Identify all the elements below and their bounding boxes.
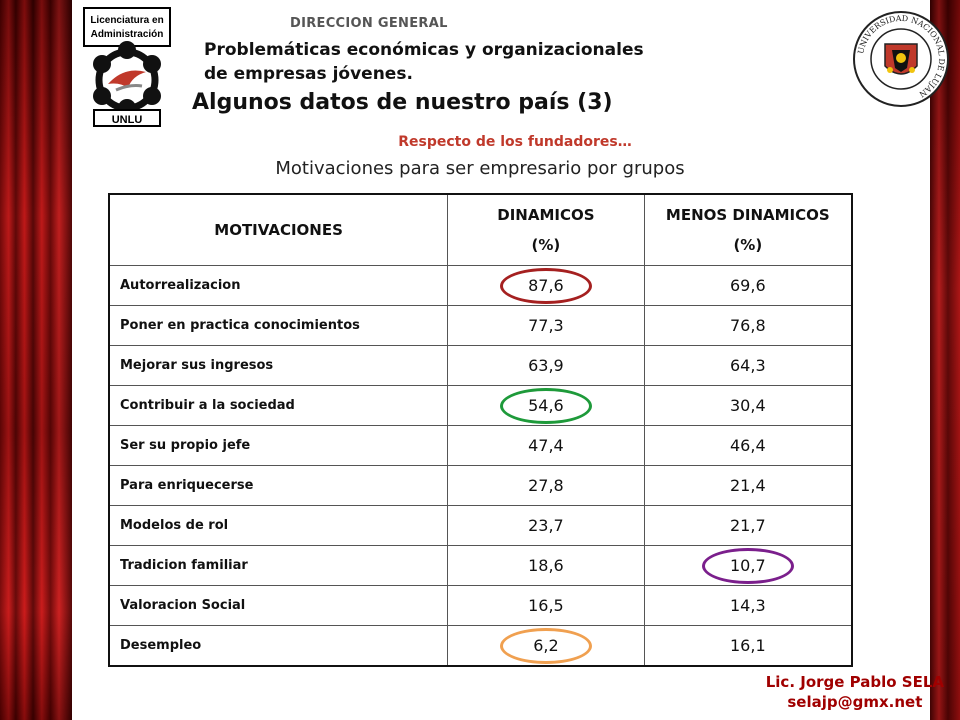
dinamicos-value: 18,6 — [528, 556, 564, 575]
section-title: Respecto de los fundadores… — [398, 134, 632, 150]
header-dinamicos-text: DINAMICOS (%) — [497, 206, 595, 254]
table-caption: Motivaciones para ser empresario por gru… — [275, 158, 685, 179]
motivation-label: Valoracion Social — [108, 585, 449, 626]
menos-dinamicos-value: 76,8 — [730, 316, 766, 335]
dinamicos-value-cell: 54,6 — [447, 385, 645, 426]
menos-dinamicos-value-cell: 16,1 — [643, 625, 853, 667]
logo-text-line1: Licenciatura en — [90, 15, 163, 26]
motivation-label: Contribuir a la sociedad — [108, 385, 449, 426]
department-label: DIRECCION GENERAL — [290, 16, 448, 31]
dinamicos-value: 77,3 — [528, 316, 564, 335]
motivation-label: Desempleo — [108, 625, 449, 667]
motivation-label: Modelos de rol — [108, 505, 449, 546]
dinamicos-value: 47,4 — [528, 436, 564, 455]
table-row: Poner en practica conocimientos 77,3 76,8 — [108, 305, 853, 346]
menos-dinamicos-value: 10,7 — [730, 556, 766, 575]
dinamicos-value: 87,6 — [528, 276, 564, 295]
table-row: Valoracion Social 16,5 14,3 — [108, 585, 853, 626]
table-row: Tradicion familiar 18,6 10,7 — [108, 545, 853, 586]
dinamicos-value: 27,8 — [528, 476, 564, 495]
motivation-label: Mejorar sus ingresos — [108, 345, 449, 386]
subtitle-line-2: de empresas jóvenes. — [204, 64, 413, 84]
menos-dinamicos-value: 64,3 — [730, 356, 766, 375]
menos-dinamicos-value-cell: 46,4 — [643, 425, 853, 466]
section-title-wrapper: Respecto de los fundadores… — [0, 134, 960, 150]
dinamicos-value-cell: 6,2 — [447, 625, 645, 667]
table-row: Autorrealizacion 87,6 69,6 — [108, 265, 853, 306]
motivations-table: MOTIVACIONES DINAMICOS (%) MENOS DINAMIC… — [108, 193, 853, 667]
logo-acronym: UNLU — [112, 114, 143, 126]
header-dinamicos: DINAMICOS (%) — [447, 193, 645, 266]
slide-title: Algunos datos de nuestro país (3) — [192, 90, 613, 115]
menos-dinamicos-value: 14,3 — [730, 596, 766, 615]
dinamicos-value-cell: 63,9 — [447, 345, 645, 386]
table-body: Autorrealizacion 87,6 69,6 Poner en practic… — [108, 265, 853, 667]
dinamicos-value-cell: 27,8 — [447, 465, 645, 506]
footer-credits: Lic. Jorge Pablo SELA selajp@gmx.net — [766, 672, 944, 712]
motivation-label: Ser su propio jefe — [108, 425, 449, 466]
right-curtain-decoration — [930, 0, 960, 720]
slide-subtitle: Problemáticas económicas y organizaciona… — [204, 38, 644, 86]
table-row: Mejorar sus ingresos 63,9 64,3 — [108, 345, 853, 386]
left-curtain-decoration — [0, 0, 72, 720]
licenciatura-logo: Licenciatura en Administración UNLU — [80, 6, 190, 127]
footer-email: selajp@gmx.net — [787, 693, 923, 711]
header-menos-dinamicos-text: MENOS DINAMICOS (%) — [665, 206, 830, 254]
header-motivaciones: MOTIVACIONES — [108, 193, 449, 266]
dinamicos-value-cell: 47,4 — [447, 425, 645, 466]
header-menos-dinamicos: MENOS DINAMICOS (%) — [643, 193, 853, 266]
dinamicos-value: 54,6 — [528, 396, 564, 415]
table-row: Ser su propio jefe 47,4 46,4 — [108, 425, 853, 466]
menos-dinamicos-value-cell: 21,4 — [643, 465, 853, 506]
table-row: Contribuir a la sociedad 54,6 30,4 — [108, 385, 853, 426]
menos-dinamicos-value-cell: 76,8 — [643, 305, 853, 346]
dinamicos-value-cell: 16,5 — [447, 585, 645, 626]
menos-dinamicos-value: 30,4 — [730, 396, 766, 415]
menos-dinamicos-value-cell: 14,3 — [643, 585, 853, 626]
university-seal: UNIVERSIDAD NACIONAL DE LUJAN — [852, 10, 950, 108]
table-row: Desempleo 6,2 16,1 — [108, 625, 853, 667]
table-row: Para enriquecerse 27,8 21,4 — [108, 465, 853, 506]
dinamicos-value: 16,5 — [528, 596, 564, 615]
menos-dinamicos-value-cell: 10,7 — [643, 545, 853, 586]
table-row: Modelos de rol 23,7 21,7 — [108, 505, 853, 546]
logo-emblem-icon: Licenciatura en Administración UNLU — [83, 7, 171, 127]
dinamicos-value: 63,9 — [528, 356, 564, 375]
dinamicos-value-cell: 23,7 — [447, 505, 645, 546]
dinamicos-value-cell: 18,6 — [447, 545, 645, 586]
menos-dinamicos-value: 21,7 — [730, 516, 766, 535]
menos-dinamicos-value-cell: 69,6 — [643, 265, 853, 306]
table-header-row: MOTIVACIONES DINAMICOS (%) MENOS DINAMIC… — [108, 193, 853, 266]
motivation-label: Para enriquecerse — [108, 465, 449, 506]
subtitle-line-1: Problemáticas económicas y organizaciona… — [204, 40, 644, 60]
motivation-label: Autorrealizacion — [108, 265, 449, 306]
footer-author: Lic. Jorge Pablo SELA — [765, 673, 944, 691]
menos-dinamicos-value-cell: 30,4 — [643, 385, 853, 426]
university-seal-icon: UNIVERSIDAD NACIONAL DE LUJAN — [853, 11, 949, 107]
dinamicos-value-cell: 87,6 — [447, 265, 645, 306]
menos-dinamicos-value: 46,4 — [730, 436, 766, 455]
dinamicos-value: 23,7 — [528, 516, 564, 535]
menos-dinamicos-value-cell: 21,7 — [643, 505, 853, 546]
menos-dinamicos-value-cell: 64,3 — [643, 345, 853, 386]
dinamicos-value-cell: 77,3 — [447, 305, 645, 346]
menos-dinamicos-value: 69,6 — [730, 276, 766, 295]
logo-text-line2: Administración — [91, 29, 164, 40]
table-caption-wrapper: Motivaciones para ser empresario por gru… — [0, 158, 960, 179]
motivation-label: Tradicion familiar — [108, 545, 449, 586]
dinamicos-value: 6,2 — [533, 636, 559, 655]
menos-dinamicos-value: 16,1 — [730, 636, 766, 655]
motivation-label: Poner en practica conocimientos — [108, 305, 449, 346]
menos-dinamicos-value: 21,4 — [730, 476, 766, 495]
